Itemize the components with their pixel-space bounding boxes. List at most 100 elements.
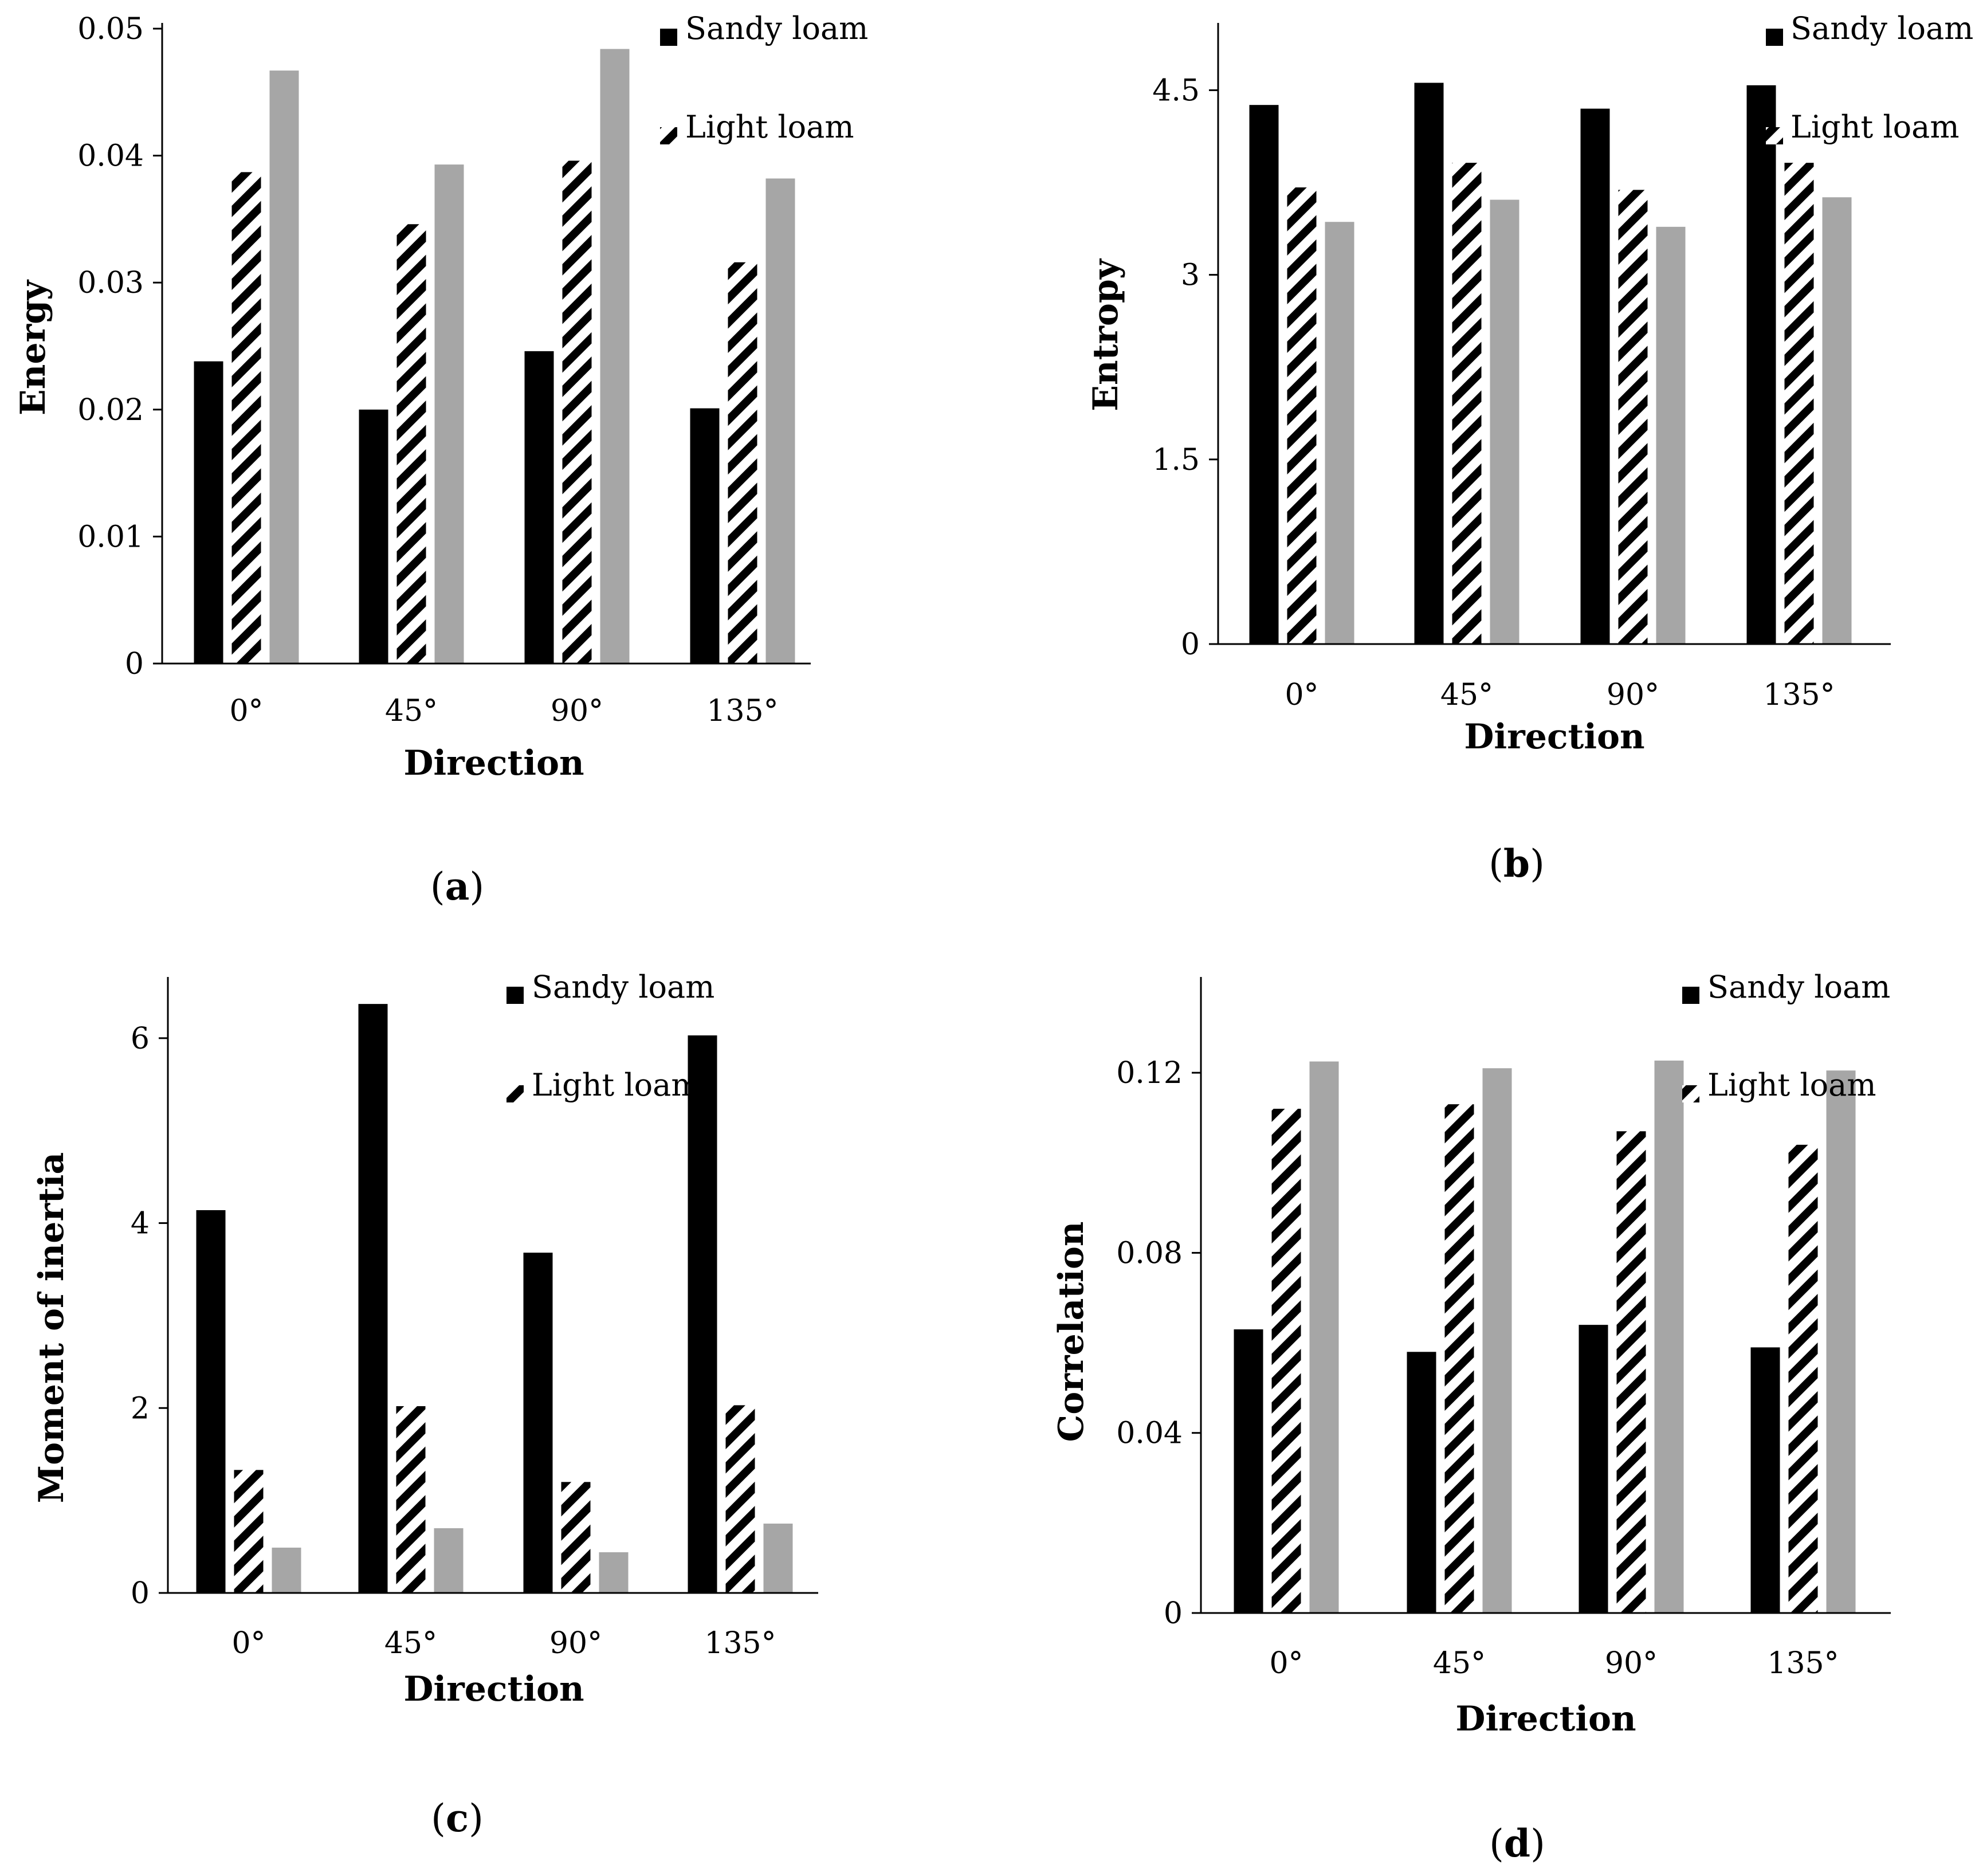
bar-light-loam-0 [234,1470,264,1593]
bar-gray-series-1 [434,1528,464,1593]
bar-light-loam-0 [231,172,261,664]
bar-gray-series-1 [1490,199,1519,644]
panel-label-d: (d) [1489,1821,1545,1866]
bar-gray-series-2 [600,49,630,664]
y-tick-label: 0.02 [77,393,144,427]
x-tick-label: 0° [1285,678,1318,712]
y-axis-title-c: Moment of inertia [32,1152,72,1504]
bar-gray-series-0 [1325,222,1354,645]
x-tick-label: 90° [551,694,603,728]
bar-sandy-loam-3 [1746,85,1776,645]
bar-light-loam-0 [1287,187,1317,644]
legend-light-loam-label: Light loam [532,1067,701,1103]
panel-b: 0 1.5 3 4.5 0° 45° 90° 135° Sandy loam Light lo… [1086,10,1973,886]
bar-light-loam-0 [1271,1109,1301,1613]
panel-c: 0 2 4 6 0° 45° 90° 135° Sandy loam Light loam M… [32,969,818,1840]
y-tick-label: 0.05 [77,12,144,46]
x-tick-label: 135° [704,1626,776,1661]
x-tick-label: 45° [385,694,438,728]
x-tick-label: 90° [1605,1646,1658,1681]
x-tick-label: 135° [706,694,778,728]
legend-light-loam-label: Light loam [685,109,854,145]
legend-sandy-loam-label: Sandy loam [1707,969,1890,1005]
x-tick-label: 135° [1767,1646,1839,1681]
x-tick-label: 135° [1763,678,1835,712]
bar-light-loam-3 [1784,163,1814,645]
bar-sandy-loam-2 [523,1253,553,1593]
legend-light-loam-label: Light loam [1791,109,1960,145]
panel-a: 0 0.01 0.02 0.03 0.04 0.05 0° 45° 90° 135° Sandy … [13,10,868,909]
x-tick-label: 0° [231,1626,265,1661]
plot-area-b: 0 1.5 3 4.5 0° 45° 90° 135° [1152,23,1891,712]
bar-sandy-loam-0 [196,1210,226,1593]
legend-light-loam-swatch [1682,1085,1699,1102]
bar-sandy-loam-2 [524,351,554,664]
legend-light-loam-label: Light loam [1707,1067,1876,1103]
y-tick-label: 3 [1181,258,1200,293]
bar-sandy-loam-3 [1750,1347,1780,1613]
bar-sandy-loam-0 [1249,105,1279,644]
x-axis-title-d: Direction [1455,1699,1636,1739]
bar-light-loam-2 [1616,1131,1646,1613]
y-tick-label: 4 [131,1207,150,1241]
x-axis-title-b: Direction [1464,717,1644,757]
bar-gray-series-1 [1482,1068,1512,1613]
bar-sandy-loam-0 [194,361,223,664]
bar-sandy-loam-2 [1580,108,1610,644]
bar-gray-series-2 [599,1552,629,1593]
bar-light-loam-2 [562,160,592,664]
bar-sandy-loam-3 [688,1035,717,1593]
y-tick-label: 0.12 [1116,1056,1183,1090]
plot-area-a: 0 0.01 0.02 0.03 0.04 0.05 0° 45° 90° 135° [77,12,811,728]
legend-light-loam-swatch [1766,127,1783,144]
y-tick-label: 0 [1164,1596,1183,1631]
legend-sandy-loam-label: Sandy loam [532,969,714,1005]
y-tick-label: 4.5 [1152,73,1200,108]
x-tick-label: 45° [384,1626,437,1661]
bar-light-loam-1 [1452,163,1482,645]
bar-gray-series-0 [272,1547,301,1593]
x-tick-label: 0° [229,694,263,728]
bar-gray-series-2 [1656,226,1686,644]
bar-gray-series-1 [434,164,464,664]
bar-gray-series-3 [1826,1070,1856,1613]
legend-sandy-loam-swatch [1682,987,1699,1004]
bar-gray-series-0 [269,70,299,664]
x-axis-title-c: Direction [403,1669,584,1709]
bar-light-loam-1 [1444,1104,1474,1613]
bar-sandy-loam-1 [358,1004,388,1593]
x-tick-label: 45° [1440,678,1493,712]
bar-sandy-loam-0 [1234,1329,1263,1613]
legend-sandy-loam-swatch [1766,29,1783,46]
y-tick-label: 0 [1181,627,1200,662]
bar-light-loam-2 [1618,190,1648,644]
y-axis-title-b: Entropy [1086,258,1126,411]
bar-light-loam-3 [725,1405,755,1593]
y-tick-label: 0.03 [77,266,144,300]
panel-label-a: (a) [430,864,484,909]
x-tick-label: 45° [1433,1646,1486,1681]
bar-sandy-loam-1 [1414,83,1444,645]
bar-sandy-loam-3 [690,408,720,664]
bar-light-loam-3 [1788,1144,1818,1613]
y-axis-title-d: Correlation [1051,1222,1091,1442]
plot-area-d: 0 0.04 0.08 0.12 0° 45° 90° 135° [1116,977,1891,1681]
legend-sandy-loam-label: Sandy loam [685,10,868,46]
bar-gray-series-0 [1309,1061,1339,1613]
legend-sandy-loam-swatch [506,987,524,1004]
x-tick-label: 90° [1607,678,1659,712]
y-tick-label: 0.01 [77,520,144,554]
bar-sandy-loam-1 [359,409,388,664]
legend-sandy-loam-label: Sandy loam [1791,10,1973,46]
bar-gray-series-3 [765,178,795,664]
y-tick-label: 0.04 [77,139,144,174]
bar-light-loam-1 [396,224,426,664]
y-tick-label: 0.04 [1116,1416,1183,1451]
legend-sandy-loam-swatch [660,29,677,46]
x-tick-label: 90° [549,1626,602,1661]
panel-d: 0 0.04 0.08 0.12 0° 45° 90° 135° Sandy loam Lig… [1051,969,1891,1866]
y-tick-label: 1.5 [1152,443,1200,477]
legend-light-loam-swatch [506,1085,524,1102]
y-tick-label: 0.08 [1116,1236,1183,1270]
